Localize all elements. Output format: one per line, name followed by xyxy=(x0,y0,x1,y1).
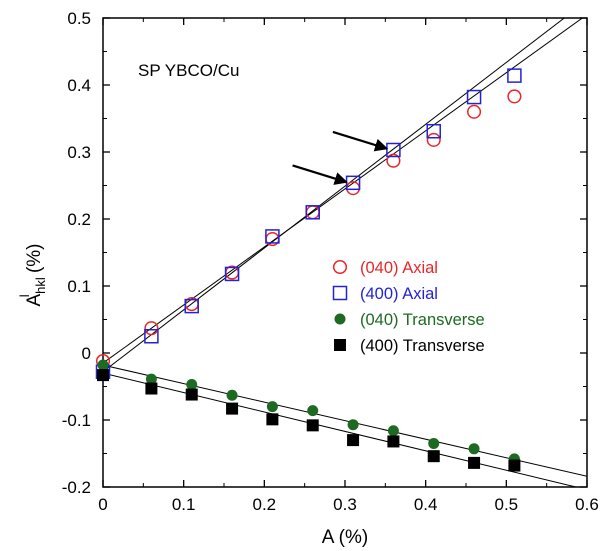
y-tick-label: 0 xyxy=(82,344,91,363)
data-point-series-3 xyxy=(266,413,279,426)
data-point-series-0 xyxy=(426,132,441,147)
data-point-series-3 xyxy=(508,459,521,472)
data-point-series-3 xyxy=(387,435,400,448)
y-axis-label: Ahkll (%) xyxy=(17,243,48,306)
fit-line xyxy=(103,372,579,487)
data-points xyxy=(95,68,522,472)
x-tick-label: 0.4 xyxy=(414,495,438,514)
data-point-series-1 xyxy=(265,229,280,244)
legend-label: (040) Axial xyxy=(360,259,438,277)
data-point-series-2 xyxy=(347,419,359,431)
data-point-series-3 xyxy=(226,402,239,415)
y-tick-label: 0.3 xyxy=(67,143,91,162)
arrow xyxy=(292,164,348,185)
y-tick-label: 0.2 xyxy=(67,210,91,229)
data-point-series-0 xyxy=(467,104,482,119)
legend-marker xyxy=(332,285,348,301)
data-point-series-2 xyxy=(468,443,480,455)
legend-marker xyxy=(334,313,346,325)
data-point-series-0 xyxy=(386,153,401,168)
y-axis-label-sub: hkl xyxy=(33,277,48,294)
data-point-series-2 xyxy=(387,425,399,437)
arrows xyxy=(292,130,389,185)
plot-frame xyxy=(102,17,588,488)
data-point-series-1 xyxy=(507,68,522,83)
data-point-series-3 xyxy=(97,369,109,382)
x-tick-label: 0 xyxy=(98,495,107,514)
data-point-series-2 xyxy=(266,401,278,413)
axis-ticks: 0 0.1 0.2 0.3 0.4 0.5 0.6 -0.2 -0.1 0 0.1 0.2 0.3 0.4… xyxy=(62,9,599,514)
fit-line xyxy=(103,364,587,477)
y-tick-label: 0.4 xyxy=(67,76,91,95)
data-point-series-1 xyxy=(184,298,199,314)
legend-marker xyxy=(334,339,346,351)
y-tick-label: -0.2 xyxy=(62,478,91,497)
annotation: SP YBCO/Cu xyxy=(138,61,239,80)
data-point-series-2 xyxy=(145,373,157,385)
data-point-series-1 xyxy=(466,89,482,105)
data-point-series-2 xyxy=(307,405,319,417)
data-point-series-0 xyxy=(144,321,159,336)
data-point-series-1 xyxy=(144,329,159,344)
data-point-series-1 xyxy=(224,266,240,282)
legend-label: (040) Transverse xyxy=(360,311,485,329)
data-point-series-1 xyxy=(426,123,441,139)
legend-marker xyxy=(332,259,348,275)
legend-label: (400) Transverse xyxy=(360,337,485,355)
x-tick-label: 0.6 xyxy=(575,495,599,514)
y-axis-label-main: A xyxy=(24,294,45,307)
data-point-series-3 xyxy=(427,450,440,463)
x-tick-label: 0.1 xyxy=(172,495,196,514)
data-point-series-0 xyxy=(507,89,522,104)
fit-line xyxy=(103,18,566,373)
data-point-series-1 xyxy=(305,205,320,220)
data-point-series-3 xyxy=(306,419,319,432)
data-point-series-3 xyxy=(347,434,360,447)
data-point-series-3 xyxy=(145,382,158,395)
data-point-series-0 xyxy=(346,181,361,196)
y-axis-label-unit: (%) xyxy=(24,243,45,278)
fit-lines xyxy=(103,18,587,487)
data-point-series-3 xyxy=(468,456,481,469)
x-axis-label: A (%) xyxy=(322,527,368,548)
y-tick-label: 0.5 xyxy=(67,9,91,28)
data-point-series-2 xyxy=(428,437,440,449)
data-point-series-2 xyxy=(186,378,198,390)
x-tick-label: 0.5 xyxy=(495,495,519,514)
x-tick-label: 0.3 xyxy=(333,495,357,514)
arrow xyxy=(332,130,389,152)
legend-label: (400) Axial xyxy=(360,285,438,303)
y-tick-label: -0.1 xyxy=(62,411,91,430)
y-tick-label: 0.1 xyxy=(67,277,91,296)
data-point-series-3 xyxy=(185,388,198,401)
x-tick-label: 0.2 xyxy=(253,495,277,514)
legend: (040) Axial (400) Axial (040) Transverse (4… xyxy=(332,259,485,355)
data-point-series-2 xyxy=(226,389,238,401)
data-point-series-2 xyxy=(97,359,109,371)
fit-line xyxy=(103,18,584,364)
y-axis-label-sup: l xyxy=(17,294,32,297)
